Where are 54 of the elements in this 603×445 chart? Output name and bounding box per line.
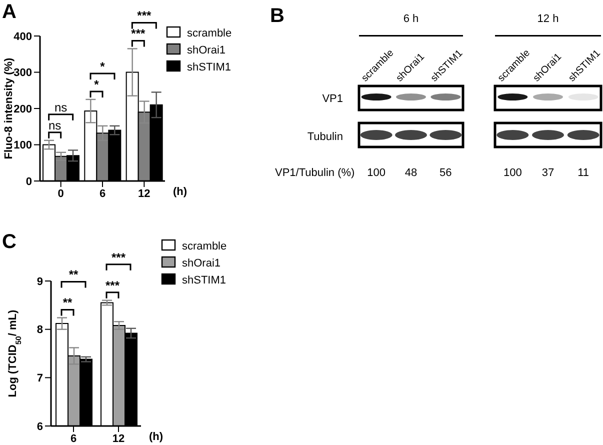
data-label: 48 bbox=[404, 167, 418, 179]
y-tick-label: 8 bbox=[36, 324, 43, 336]
legend-label: scramble bbox=[187, 28, 232, 40]
significance-bracket: * bbox=[90, 59, 116, 80]
significance-bracket: *** bbox=[106, 278, 120, 298]
significance-bracket: *** bbox=[106, 250, 132, 270]
x-axis-title: (h) bbox=[173, 186, 188, 198]
y-tick-label: 7 bbox=[36, 372, 43, 385]
y-tick-label: 300 bbox=[14, 67, 32, 80]
chart-title: C bbox=[2, 231, 16, 253]
y-tick-label: 0 bbox=[26, 176, 32, 188]
data-label: 37 bbox=[542, 167, 554, 179]
x-tick-label: 6 bbox=[99, 188, 106, 200]
data-label: 100 bbox=[503, 167, 522, 179]
text: Tubulin bbox=[307, 131, 343, 143]
significance-bracket: ns bbox=[48, 100, 74, 120]
significance-bracket: ** bbox=[60, 296, 74, 316]
text: 12 h bbox=[537, 13, 559, 25]
significance-bracket: *** bbox=[131, 26, 146, 47]
annotation: * bbox=[100, 59, 106, 74]
y-axis-title: Fluo-8 intensity (%) bbox=[3, 57, 15, 160]
legend-label: shOrai1 bbox=[187, 44, 226, 56]
annotation: * bbox=[94, 77, 100, 92]
x-tick-label: 12 bbox=[112, 432, 125, 445]
data-label: 11 bbox=[578, 167, 590, 179]
legend-label: shOrai1 bbox=[182, 258, 221, 270]
legend-label: shSTIM1 bbox=[182, 274, 226, 286]
annotation: ns bbox=[48, 118, 62, 132]
annotation: ** bbox=[68, 268, 78, 282]
annotation: *** bbox=[131, 26, 146, 41]
x-axis-title: (h) bbox=[149, 431, 164, 443]
y-tick-label: 6 bbox=[36, 420, 43, 433]
x-tick-label: 12 bbox=[138, 188, 150, 200]
significance-bracket: * bbox=[90, 77, 104, 98]
significance-bracket: *** bbox=[131, 8, 157, 29]
data-label: 56 bbox=[440, 167, 452, 179]
legend-label: shSTIM1 bbox=[187, 62, 232, 74]
data-label: 100 bbox=[367, 167, 386, 179]
annotation: *** bbox=[105, 278, 120, 292]
annotation: ns bbox=[54, 100, 68, 114]
legend-label: scramble bbox=[182, 240, 227, 252]
y-tick-label: 9 bbox=[36, 276, 43, 288]
y-tick-label: 200 bbox=[14, 103, 32, 116]
text: VP1 bbox=[322, 93, 343, 105]
significance-bracket: ns bbox=[48, 118, 62, 138]
annotation: ** bbox=[62, 296, 72, 310]
text: VP1/Tubulin (%) bbox=[275, 167, 355, 179]
text: B bbox=[270, 5, 284, 27]
x-tick-label: 0 bbox=[58, 188, 64, 200]
chart-title: A bbox=[2, 1, 16, 23]
text: 6 h bbox=[403, 13, 419, 25]
y-tick-label: 100 bbox=[14, 140, 32, 152]
significance-bracket: ** bbox=[60, 268, 86, 288]
y-tick-label: 400 bbox=[14, 30, 32, 43]
